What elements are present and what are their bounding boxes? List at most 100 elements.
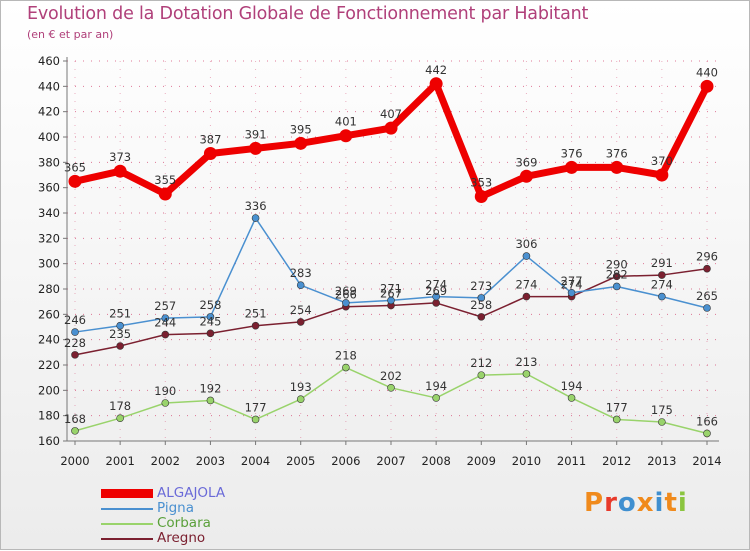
data-point <box>116 342 124 350</box>
x-tick-label: 2001 <box>106 454 135 468</box>
data-point <box>387 383 395 392</box>
data-point <box>703 304 711 312</box>
data-label: 258 <box>470 298 492 312</box>
data-label: 177 <box>245 400 267 414</box>
x-tick-label: 2010 <box>512 454 541 468</box>
logo-letter: o <box>617 488 637 518</box>
data-label: 251 <box>245 307 267 321</box>
data-point <box>116 414 124 423</box>
x-tick-label: 2006 <box>331 454 360 468</box>
data-point <box>519 169 533 183</box>
data-point <box>339 129 353 143</box>
data-label: 194 <box>561 379 583 393</box>
legend-label: Corbara <box>157 515 211 531</box>
data-point <box>477 371 486 379</box>
data-point <box>71 427 79 435</box>
y-tick-label: 280 <box>38 282 60 296</box>
data-point <box>384 121 398 135</box>
x-tick-label: 2008 <box>422 454 451 468</box>
data-label: 395 <box>290 122 312 136</box>
x-tick-label: 2005 <box>286 454 315 468</box>
data-point <box>251 214 260 222</box>
data-point <box>703 264 711 273</box>
data-label: 274 <box>561 278 583 292</box>
data-label: 269 <box>335 284 357 298</box>
data-point <box>429 77 443 91</box>
data-label: 251 <box>109 307 131 321</box>
x-tick-label: 2000 <box>60 454 89 468</box>
x-tick-label: 2009 <box>467 454 496 468</box>
y-tick-label: 340 <box>38 206 60 220</box>
data-label: 265 <box>696 289 718 303</box>
data-label: 254 <box>290 303 312 317</box>
y-tick-label: 420 <box>38 105 60 119</box>
data-label: 291 <box>651 256 673 270</box>
data-point <box>342 299 350 307</box>
data-label: 246 <box>64 313 86 327</box>
data-label: 213 <box>515 355 537 369</box>
data-label: 177 <box>606 400 628 414</box>
x-tick-label: 2003 <box>196 454 225 468</box>
data-point <box>432 394 440 402</box>
data-point <box>68 174 82 188</box>
data-point <box>474 190 488 204</box>
y-tick-label: 300 <box>38 257 60 271</box>
data-point <box>161 314 170 322</box>
logo-letter: r <box>604 488 618 518</box>
data-label: 391 <box>245 127 267 141</box>
data-label: 274 <box>515 278 537 292</box>
chart-axes: 160 180 200 220 240 260 280 300 320 340 360 380 400 4… <box>38 54 722 468</box>
data-label: 266 <box>335 288 357 302</box>
x-tick-label: 2007 <box>376 454 405 468</box>
data-point <box>71 328 79 336</box>
data-point <box>251 415 260 424</box>
data-point <box>387 296 395 305</box>
data-point <box>565 160 579 174</box>
data-label: 355 <box>154 173 176 187</box>
y-tick-label: 220 <box>38 358 60 372</box>
logo-letter: x <box>636 488 655 518</box>
data-label: 178 <box>109 399 131 413</box>
data-point <box>612 282 621 291</box>
legend-swatch <box>101 538 153 540</box>
data-point <box>206 313 215 321</box>
legend-swatch <box>101 508 153 510</box>
y-tick-label: 400 <box>38 130 60 144</box>
data-label: 290 <box>606 257 628 271</box>
data-label: 212 <box>470 356 492 370</box>
data-point <box>658 418 666 426</box>
data-label: 370 <box>651 154 673 168</box>
x-tick-label: 2012 <box>602 454 631 468</box>
data-label: 193 <box>290 380 312 394</box>
data-label: 442 <box>425 63 447 77</box>
data-label: 407 <box>380 107 402 121</box>
data-label: 175 <box>651 403 673 417</box>
data-point <box>612 272 621 281</box>
data-label: 401 <box>335 115 357 129</box>
data-label: 235 <box>109 327 131 341</box>
data-label: 274 <box>425 278 447 292</box>
legend-swatch <box>101 489 153 498</box>
data-label: 218 <box>335 349 357 363</box>
data-label: 190 <box>154 384 176 398</box>
data-point <box>296 281 305 290</box>
data-point <box>294 136 308 150</box>
y-tick-label: 260 <box>38 307 60 321</box>
data-label: 244 <box>154 316 176 330</box>
data-point <box>612 415 621 424</box>
data-point <box>296 318 305 326</box>
data-label: 267 <box>380 286 402 300</box>
data-label: 296 <box>696 250 718 264</box>
data-point <box>206 329 215 338</box>
data-point <box>655 168 669 182</box>
chart-title: Evolution de la Dotation Globale de Fonc… <box>27 4 589 24</box>
data-label: 376 <box>606 146 628 160</box>
data-point <box>477 294 486 302</box>
data-label: 376 <box>561 146 583 160</box>
data-label: 228 <box>64 336 86 350</box>
data-point <box>658 271 666 279</box>
data-label: 273 <box>470 279 492 293</box>
